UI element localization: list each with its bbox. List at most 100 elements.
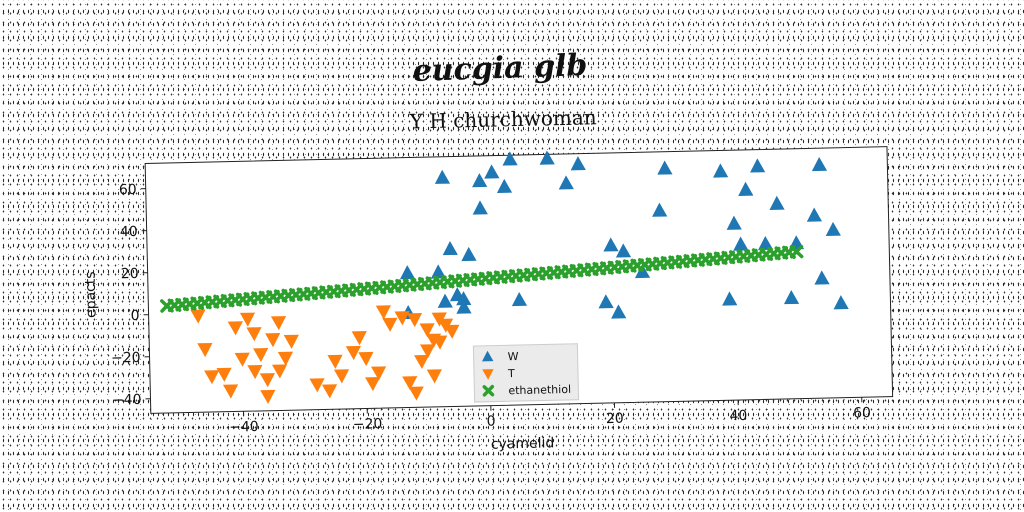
- x-tick-label: 0: [487, 414, 496, 430]
- series-point-w: [570, 156, 586, 171]
- series-point-w: [758, 235, 774, 251]
- series-point-w: [434, 169, 451, 184]
- series-point-w: [733, 236, 749, 251]
- y-tick-label: 60: [119, 182, 137, 198]
- legend-label: T: [507, 367, 515, 380]
- series-point-w: [558, 175, 574, 190]
- series-point-t: [222, 384, 239, 399]
- series-point-t: [234, 352, 250, 367]
- series-point-t: [270, 316, 287, 331]
- series-point-w: [811, 156, 828, 172]
- x-axis-label: cyamelid: [491, 435, 555, 452]
- series-point-t: [277, 351, 294, 366]
- series-point-t: [358, 351, 374, 367]
- series-point-w: [484, 164, 500, 179]
- series-point-w: [750, 158, 766, 173]
- series-point-t: [370, 366, 387, 381]
- series-point-w: [399, 265, 416, 280]
- y-axis: −40 −20 0 20 40 60: [111, 182, 151, 409]
- series-point-t: [265, 333, 281, 348]
- series-point-w: [738, 181, 754, 196]
- series-point-w: [472, 173, 488, 188]
- series-point-w: [456, 299, 472, 314]
- series-point-t: [227, 321, 243, 336]
- series-point-w: [511, 291, 528, 307]
- series-point-w: [814, 270, 830, 285]
- series-point-t: [246, 327, 262, 342]
- y-axis-label: epacts: [83, 271, 100, 318]
- series-point-t: [260, 389, 276, 405]
- series-point-t: [321, 384, 338, 399]
- series-point-t: [197, 342, 213, 358]
- series-point-ethanethiol: [789, 244, 804, 259]
- series-point-w: [652, 202, 668, 217]
- series-point-w: [833, 295, 849, 310]
- legend-marker: [482, 350, 494, 362]
- x-tick-label: −20: [353, 416, 383, 433]
- y-tick-label: 20: [121, 266, 139, 282]
- y-tick-label: 0: [131, 308, 140, 324]
- series-point-w: [496, 178, 513, 194]
- x-tick-label: 20: [606, 411, 624, 427]
- series-point-t: [365, 376, 381, 392]
- series-point-t: [402, 376, 418, 391]
- legend-marker: [482, 384, 495, 397]
- series-point-t: [259, 373, 276, 388]
- series-point-w: [502, 151, 518, 166]
- chart-marks: [160, 150, 849, 405]
- legend-label: W: [507, 350, 518, 363]
- series-point-t: [253, 348, 269, 363]
- plot-group: Y H churchwoman −40 −20 0 20 40 60 −40 −20 0 20 4…: [83, 105, 894, 453]
- y-tick-label: −20: [111, 350, 141, 367]
- series-point-t: [406, 312, 423, 328]
- series-point-w: [442, 241, 458, 256]
- x-tick-label: 60: [853, 405, 871, 421]
- series-point-t: [419, 323, 435, 338]
- series-point-t: [333, 369, 350, 384]
- series-point-w: [539, 150, 555, 165]
- series-point-t: [444, 324, 460, 339]
- series-point-w: [615, 243, 632, 258]
- chart-title: Y H churchwoman: [409, 105, 598, 133]
- series-point-w: [806, 207, 823, 222]
- series-point-w: [722, 291, 738, 306]
- x-tick-label: 40: [729, 408, 747, 424]
- series-point-t: [432, 335, 448, 350]
- series-point-t: [408, 386, 424, 401]
- series-point-w: [603, 237, 619, 252]
- series-point-t: [426, 369, 442, 384]
- series-point-t: [375, 305, 391, 320]
- series-point-t: [414, 354, 430, 370]
- series-point-w: [598, 294, 614, 309]
- series-point-w: [430, 264, 447, 279]
- series-point-t: [283, 334, 299, 349]
- series-point-w: [611, 304, 627, 319]
- chart-suptitle: eucgia glb: [412, 48, 588, 89]
- series-point-w: [657, 160, 673, 175]
- series-point-w: [769, 195, 785, 210]
- series-point-w: [456, 291, 472, 306]
- x-tick-label: −40: [229, 419, 259, 436]
- series-point-t: [345, 345, 361, 361]
- y-tick-label: −40: [112, 392, 142, 409]
- series-point-w: [825, 221, 841, 236]
- series-point-t: [204, 370, 220, 385]
- legend-label: ethanethiol: [508, 383, 571, 397]
- series-point-t: [239, 312, 256, 327]
- series-point-w: [437, 293, 453, 308]
- x-axis: −40 −20 0 20 40 60: [229, 397, 871, 436]
- series-point-w: [461, 246, 477, 262]
- series-point-t: [327, 354, 343, 369]
- series-point-t: [309, 378, 325, 393]
- series-point-t: [271, 364, 288, 379]
- series-point-t: [419, 344, 436, 359]
- series-point-w: [726, 215, 742, 230]
- series-point-t: [394, 311, 410, 326]
- y-tick-label: 40: [120, 224, 138, 240]
- series-point-w: [713, 163, 729, 178]
- series-point-w: [783, 290, 800, 305]
- series-point-t: [351, 331, 367, 346]
- legend-box: [472, 343, 580, 403]
